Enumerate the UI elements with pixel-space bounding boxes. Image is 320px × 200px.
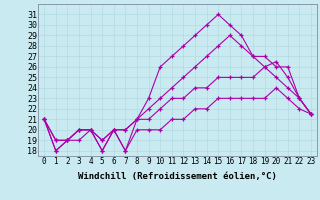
X-axis label: Windchill (Refroidissement éolien,°C): Windchill (Refroidissement éolien,°C)	[78, 172, 277, 181]
